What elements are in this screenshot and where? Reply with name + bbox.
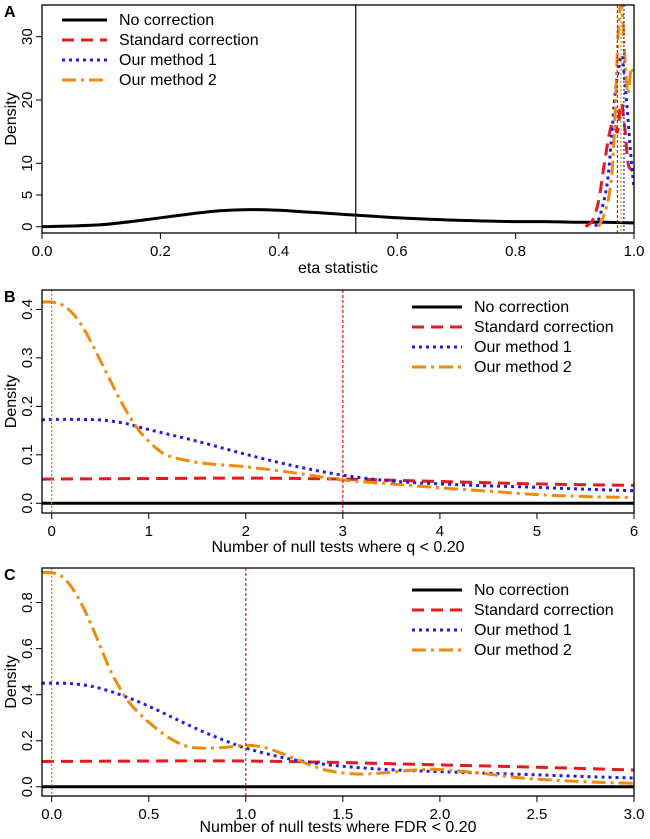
legend-label: No correction [474,582,569,599]
panel-a: A 0.0 0.2 0.4 0.6 0.8 1.0 0 5 10 20 30 Density eta st… [3,4,644,277]
x-axis-title: Number of null tests where FDR < 0.20 [199,819,476,836]
y-tick-label: 0 [19,222,36,230]
series-standard-correction-b [42,476,634,487]
legend-label: Our method 2 [119,72,217,89]
series-our-method-2-a [597,5,634,228]
legend-label: Our method 2 [474,359,572,376]
plot-frame-b [41,289,635,514]
legend-b: No correction Standard correction Our meth… [412,299,614,376]
y-tick-label: 0.4 [19,299,36,320]
x-tick-label: 0.8 [505,243,526,260]
series-our-method-2-c [42,570,634,785]
x-tick-label: 2.5 [527,806,548,823]
legend-label: No correction [119,12,214,29]
panel-label-c: C [4,567,16,584]
legend-label: Standard correction [474,319,614,336]
x-tick-label: 6 [630,523,638,540]
x-tick-label: 1.0 [624,243,645,260]
x-tick-label: 2 [242,523,250,540]
x-tick-label: 0.6 [387,243,408,260]
x-tick-label: 0 [48,523,56,540]
panel-label-b: B [4,289,16,306]
panel-b: B 0 1 2 3 4 5 6 0.0 0.1 0.2 0.3 0.4 Density Number of … [3,289,638,556]
y-tick-label: 30 [19,28,36,45]
y-tick-label: 5 [19,191,36,199]
y-tick-label: 0.6 [19,638,36,659]
legend-label: Standard correction [119,32,259,49]
panel-label-a: A [4,4,16,21]
x-tick-label: 3 [339,523,347,540]
x-tick-label: 4 [436,523,444,540]
legend-label: Our method 1 [119,52,217,69]
y-tick-label: 10 [19,155,36,172]
plot-frame-c [41,567,635,797]
x-tick-label: 0.0 [32,243,53,260]
y-tick-label: 0.0 [19,493,36,514]
plot-frame-a [41,4,635,234]
y-tick-label: 0.4 [19,684,36,705]
y-tick-label: 20 [19,92,36,109]
legend-label: Our method 1 [474,622,572,639]
y-axis-title: Density [3,92,20,145]
x-tick-label: 1.0 [235,806,256,823]
y-tick-label: 0.8 [19,592,36,613]
legend-label: Standard correction [474,602,614,619]
x-axis-title: eta statistic [298,260,378,277]
legend-label: Our method 2 [474,642,572,659]
y-axis-title: Density [3,375,20,428]
x-tick-label: 0.4 [268,243,289,260]
x-tick-label: 3.0 [624,806,645,823]
x-tick-label: 1 [145,523,153,540]
legend-a: No correction Standard correction Our meth… [62,12,259,89]
y-tick-label: 0.2 [19,396,36,417]
panel-c: C 0.0 0.5 1.0 1.5 2.0 2.5 3.0 0.0 0.2 0.4 0.6 0.8 Den… [3,567,644,836]
legend-label: No correction [474,299,569,316]
series-standard-correction-c [42,759,634,772]
x-tick-label: 5 [533,523,541,540]
series-our-method-1-b [42,417,634,493]
y-tick-label: 0.0 [19,776,36,797]
series-our-method-1-a [594,54,634,228]
legend-c: No correction Standard correction Our meth… [412,582,614,659]
x-tick-label: 2.0 [429,806,450,823]
y-tick-label: 0.3 [19,347,36,368]
x-tick-label: 1.5 [332,806,353,823]
legend-label: Our method 1 [474,339,572,356]
y-axis-title: Density [3,655,20,708]
x-tick-label: 0.2 [150,243,171,260]
x-tick-label: 0.0 [41,806,62,823]
x-tick-label: 0.5 [138,806,159,823]
x-axis-title: Number of null tests where q < 0.20 [211,539,464,556]
y-tick-label: 0.1 [19,444,36,465]
series-no-correction-a [42,208,634,229]
series-our-method-2-b [42,300,634,499]
y-tick-label: 0.2 [19,730,36,751]
